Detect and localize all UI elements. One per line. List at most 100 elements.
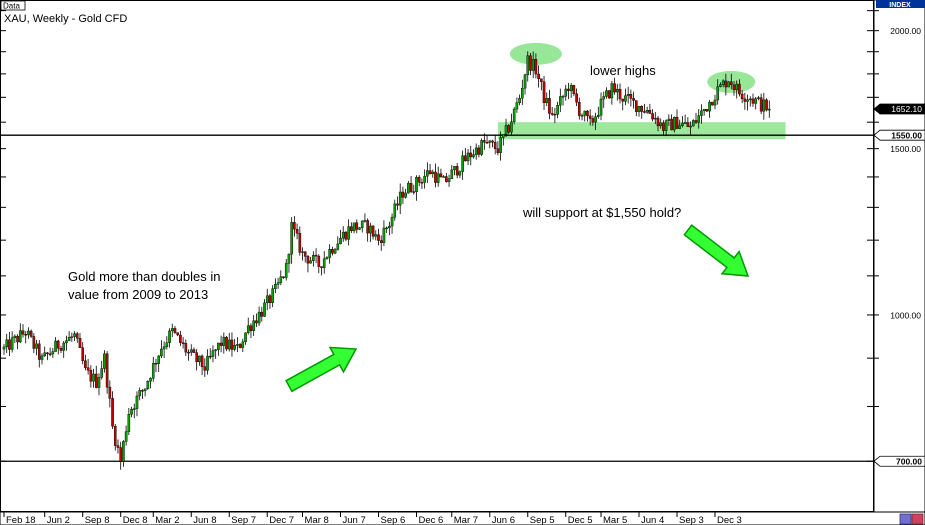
candle-body [176, 332, 179, 336]
candle-body [135, 395, 139, 409]
data-tab[interactable] [0, 0, 26, 11]
candle-body [398, 191, 402, 206]
candle-body [667, 118, 671, 121]
candle-body [407, 183, 410, 194]
candle-body [542, 81, 546, 103]
candle-body [366, 220, 369, 234]
candle-body [436, 173, 440, 183]
candle-body [431, 171, 435, 174]
candle-body [534, 59, 538, 75]
candle-body [257, 311, 261, 324]
candle-body [637, 106, 641, 112]
candle-body [762, 99, 766, 112]
candle-body [358, 227, 361, 230]
candle-body [113, 425, 117, 446]
x-tick-label: Mar 8 [305, 515, 329, 525]
candle-body [632, 98, 635, 101]
downtrend-arrow [683, 224, 750, 277]
candle-body [691, 120, 695, 127]
candle-body [249, 325, 253, 331]
candle-body [569, 85, 573, 91]
candle-body [727, 81, 730, 88]
candle-body [312, 254, 315, 262]
candle-body [70, 336, 74, 338]
candle-body [670, 118, 673, 131]
candle-body [434, 171, 437, 183]
candle-body [672, 117, 676, 131]
candle-body [94, 373, 98, 388]
candle-body [279, 276, 283, 283]
candle-body [651, 113, 654, 120]
candle-body [607, 90, 611, 99]
zoom-button[interactable] [899, 513, 912, 525]
candle-body [393, 203, 397, 218]
candle-body [442, 176, 445, 178]
candle-body [379, 240, 383, 243]
candle-body [290, 222, 293, 255]
candle-body [29, 330, 33, 337]
candle-body [322, 258, 326, 268]
candle-body [740, 93, 744, 100]
candle-body [477, 147, 481, 155]
candle-body [499, 137, 502, 153]
candle-body [729, 81, 733, 86]
x-tick-label: Dec 8 [123, 515, 148, 525]
candle-body [363, 220, 367, 222]
horizontal-lines [1, 134, 873, 462]
candle-body [757, 97, 760, 99]
candle-body [483, 140, 486, 143]
candle-body [529, 55, 532, 71]
candle-body [179, 334, 182, 343]
candle-body [255, 320, 258, 324]
candle-body [293, 222, 296, 230]
candle-body [56, 340, 60, 349]
candle-body [521, 87, 524, 99]
candle-body [480, 140, 483, 155]
candle-body [100, 368, 103, 378]
price-flag [873, 129, 925, 141]
candle-body [580, 115, 584, 117]
x-tick-label: Feb 18 [6, 515, 36, 525]
candle-body [751, 98, 755, 104]
candle-body [141, 390, 144, 392]
candle-body [65, 340, 68, 344]
candle-body [426, 170, 429, 177]
candle-body [713, 99, 717, 106]
candle-body [710, 101, 714, 106]
candle-body [62, 342, 66, 351]
candle-body [162, 346, 166, 350]
candle-body [331, 249, 334, 254]
scroll-button[interactable] [911, 513, 924, 525]
candle-body [586, 110, 589, 117]
candle-body [548, 98, 551, 114]
candle-body [149, 378, 152, 382]
candle-body [143, 388, 147, 392]
candle-body [716, 86, 720, 101]
candle-body [355, 222, 359, 230]
chart-title: XAU, Weekly - Gold CFD [4, 13, 127, 25]
candle-body [369, 225, 372, 234]
candle-body [724, 80, 728, 88]
price-flags: 1652.10 1550.00 700.00 [873, 103, 925, 467]
candle-body [214, 349, 217, 351]
candle-body [746, 99, 749, 102]
candle-body [583, 110, 587, 116]
candle-body [347, 226, 350, 240]
candle-body [222, 336, 226, 346]
x-tick-label: Mar 7 [454, 515, 478, 525]
candle-body [759, 97, 763, 112]
annotations: lower highs will support at $1,550 hold?… [68, 63, 681, 302]
candle-body [325, 257, 329, 260]
candle-body [618, 88, 622, 100]
candle-body [105, 353, 109, 388]
candle-body [339, 237, 342, 245]
candle-body [469, 152, 473, 158]
price-flag-label: 700.00 [896, 456, 922, 466]
candle-body [401, 191, 405, 198]
candle-body [428, 170, 432, 174]
candle-body [230, 339, 234, 350]
y-tick-label: 1500.00 [890, 144, 921, 154]
uptrend-arrow [285, 346, 358, 393]
x-tick-label: Jun 4 [641, 515, 664, 525]
candle-body [523, 74, 527, 89]
